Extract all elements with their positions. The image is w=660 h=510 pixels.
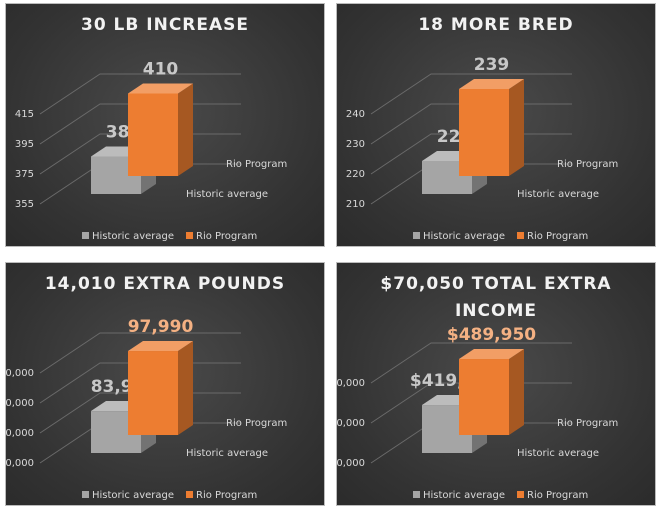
bar-front — [459, 359, 509, 435]
y-tick-label: 375 — [15, 169, 34, 180]
depth-axis-label: Historic average — [517, 448, 599, 459]
bar-front — [128, 93, 178, 176]
y-tick-label: 395 — [15, 139, 34, 150]
y-tick-label: 230 — [346, 139, 365, 150]
y-tick-label: 80,000 — [6, 428, 34, 439]
y-tick-label: 220 — [346, 169, 365, 180]
grid-line — [39, 73, 241, 115]
bar-top — [128, 341, 193, 352]
depth-axis-label: Rio Program — [226, 418, 287, 429]
y-tick-label: 355 — [15, 199, 34, 210]
legend-swatch — [186, 232, 193, 239]
chart-panel: 210 220 230 240 221 239 Historic average Rio Pr… — [336, 3, 656, 247]
bar-front — [459, 89, 509, 176]
legend-swatch — [82, 491, 89, 498]
grid-line — [370, 382, 572, 424]
value-label: 239 — [474, 55, 510, 75]
legend-label: Historic average — [92, 231, 174, 242]
grid-line — [39, 362, 241, 404]
legend-label: Historic average — [423, 231, 505, 242]
legend-swatch — [413, 232, 420, 239]
grid-line — [39, 392, 241, 434]
chart-panel: 300,000400,000500,000$419,900$489,950His… — [336, 262, 656, 506]
bar-side — [178, 83, 193, 176]
grid-line — [39, 133, 241, 175]
y-tick-label: 300,000 — [337, 458, 365, 469]
legend-swatch — [517, 232, 524, 239]
y-tick-label: 90,000 — [6, 398, 34, 409]
y-tick-label: 100,000 — [6, 368, 34, 379]
grid-line — [370, 103, 572, 145]
bar-side — [178, 341, 193, 435]
y-tick-label: 415 — [15, 109, 34, 120]
grid-line — [370, 73, 572, 115]
grid-line — [370, 133, 572, 175]
bar-side — [509, 79, 524, 176]
y-tick-label: 400,000 — [337, 418, 365, 429]
value-label: 410 — [143, 60, 179, 80]
legend-label: Historic average — [92, 490, 174, 501]
legend-label: Rio Program — [196, 231, 257, 242]
y-tick-label: 240 — [346, 109, 365, 120]
y-tick-label: 210 — [346, 199, 365, 210]
bar-top — [459, 349, 524, 360]
legend-swatch — [186, 491, 193, 498]
bar-top — [128, 83, 193, 94]
legend-label: Rio Program — [196, 490, 257, 501]
legend-label: Rio Program — [527, 490, 588, 501]
depth-axis-label: Rio Program — [557, 159, 618, 170]
depth-axis-label: Rio Program — [557, 418, 618, 429]
depth-axis-label: Historic average — [517, 189, 599, 200]
y-tick-label: 70,000 — [6, 458, 34, 469]
chart: 70,00080,00090,000100,00083,98097,990His… — [6, 317, 287, 501]
legend-label: Historic average — [423, 490, 505, 501]
chart-panel: 355 375 395 415 380 410 Historic average Rio Pr… — [5, 3, 325, 247]
legend-label: Rio Program — [527, 231, 588, 242]
depth-axis-label: Historic average — [186, 448, 268, 459]
chart: 300,000400,000500,000$419,900$489,950His… — [337, 325, 618, 501]
chart-title: 30 LB INCREASE — [80, 15, 250, 35]
bar-side — [509, 349, 524, 435]
grid-line — [370, 342, 572, 384]
legend-swatch — [517, 491, 524, 498]
depth-axis-label: Historic average — [186, 189, 268, 200]
y-tick-label: 500,000 — [337, 378, 365, 389]
chart-panel: 70,00080,00090,000100,00083,98097,990His… — [5, 262, 325, 506]
bar-top — [459, 79, 524, 89]
chart-title: 14,010 EXTRA POUNDS — [44, 274, 286, 294]
chart-title: 18 MORE BRED — [418, 15, 574, 35]
chart-title: $70,050 TOTAL EXTRA INCOME — [380, 274, 612, 321]
legend-swatch — [82, 232, 89, 239]
bar-front — [128, 351, 178, 435]
legend-swatch — [413, 491, 420, 498]
value-label: $489,950 — [447, 325, 536, 345]
depth-axis-label: Rio Program — [226, 159, 287, 170]
value-label: 97,990 — [128, 317, 194, 337]
grid-line — [39, 332, 241, 374]
grid-line — [39, 103, 241, 145]
